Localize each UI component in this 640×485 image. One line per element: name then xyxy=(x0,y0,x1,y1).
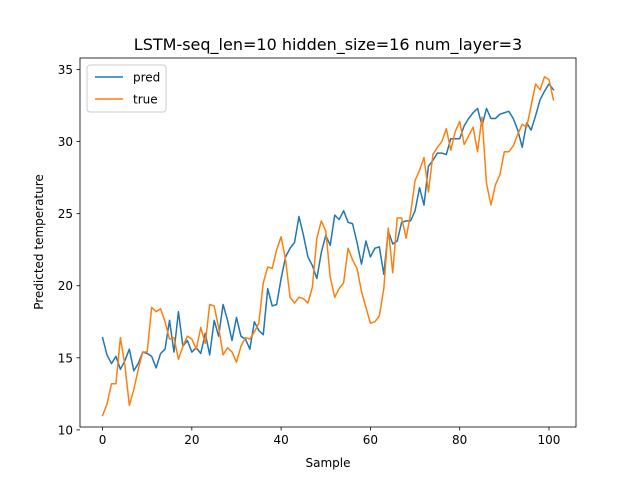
legend-label-true: true xyxy=(133,93,158,107)
x-axis-label: Sample xyxy=(306,456,351,470)
y-axis-ticks: 10 15 20 25 30 35 xyxy=(58,63,80,437)
y-tick-label: 20 xyxy=(58,279,73,293)
axes-frame xyxy=(79,57,577,428)
series-line-true xyxy=(101,75,555,417)
x-tick-label: 20 xyxy=(184,433,199,447)
y-axis-label: Predicted temperature xyxy=(32,174,46,310)
y-tick-label: 30 xyxy=(58,135,73,149)
x-tick-label: 40 xyxy=(273,433,288,447)
y-tick-label: 35 xyxy=(58,63,73,77)
x-tick-label: 0 xyxy=(99,433,107,447)
x-tick-label: 80 xyxy=(452,433,467,447)
y-tick-label: 10 xyxy=(58,423,73,437)
x-tick-label: 60 xyxy=(363,433,378,447)
x-tick-label: 100 xyxy=(538,433,561,447)
legend: pred true xyxy=(86,64,167,113)
legend-label-pred: pred xyxy=(133,71,160,85)
chart-title: LSTM-seq_len=10 hidden_size=16 num_layer… xyxy=(134,35,522,55)
series-line-pred xyxy=(101,83,555,372)
x-axis-ticks: 0 20 40 60 80 100 xyxy=(99,427,561,447)
y-tick-label: 25 xyxy=(58,207,73,221)
plot-area xyxy=(79,57,577,428)
y-tick-label: 15 xyxy=(58,351,73,365)
